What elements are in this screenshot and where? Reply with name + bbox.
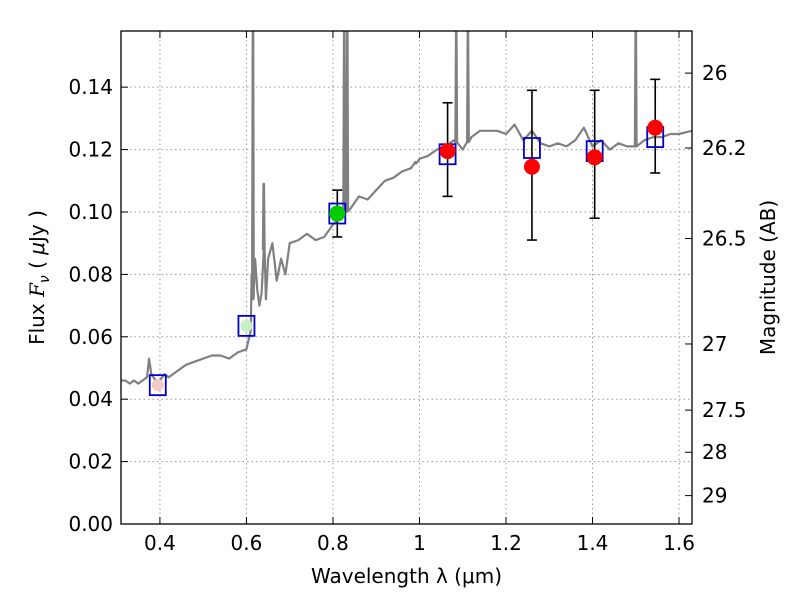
- measured-point: [523, 158, 540, 175]
- x-axis-label: Wavelength λ (μm): [311, 564, 502, 588]
- y2-tick-label: 28: [702, 440, 727, 464]
- axis-ticks: 0.4 0.6 0.8 1 1.2 1.4 1.6 0.00 0.02 0.04 0.06 0.08 0…: [68, 31, 747, 555]
- grid-lines: [121, 31, 692, 524]
- y-axis-label-f: F: [25, 282, 49, 298]
- faint-point: [240, 319, 253, 332]
- y-tick-label: 0.08: [68, 262, 113, 286]
- measured-point: [439, 143, 456, 160]
- measured-point: [586, 149, 603, 166]
- y-tick-label: 0.00: [68, 512, 113, 536]
- measured-point: [329, 205, 346, 222]
- y-tick-label: 0.10: [68, 200, 113, 224]
- x-tick-label: 1.4: [577, 531, 609, 555]
- y-axis-label-unit: Jy ): [25, 210, 49, 244]
- x-tick-label: 1.2: [490, 531, 522, 555]
- y2-tick-label: 26.2: [702, 136, 747, 160]
- model-box: [148, 374, 167, 397]
- y2-tick-label: 29: [702, 484, 727, 508]
- y2-tick-label: 27: [702, 332, 727, 356]
- model-box: [237, 314, 256, 337]
- y2-tick-label: 26: [702, 61, 727, 85]
- measured-point: [647, 119, 664, 136]
- x-tick-label: 0.8: [317, 531, 349, 555]
- y-axis-label-nu: ν: [37, 275, 53, 283]
- template-spectrum: [121, 31, 692, 385]
- model-box: [523, 137, 541, 159]
- y-axis-label-mu: μ: [25, 242, 49, 256]
- x-tick-label: 1: [413, 531, 426, 555]
- y-tick-label: 0.12: [68, 138, 113, 162]
- plot-frame: [120, 30, 693, 525]
- y2-tick-label: 26.5: [702, 226, 747, 250]
- y-axis-label-flux: Flux: [25, 297, 49, 345]
- y-tick-label: 0.14: [68, 75, 113, 99]
- y-tick-label: 0.04: [68, 387, 113, 411]
- y-tick-label: 0.06: [68, 325, 113, 349]
- x-tick-label: 1.6: [663, 531, 695, 555]
- faint-point: [151, 379, 164, 392]
- template-spectrum-line: [121, 31, 692, 385]
- y-axis-label-open: (: [25, 255, 49, 276]
- y2-tick-label: 27.5: [702, 398, 747, 422]
- photometry-points: [148, 78, 665, 397]
- y2-axis-label: Magnitude (AB): [756, 200, 780, 355]
- x-tick-label: 0.4: [144, 531, 176, 555]
- y-axis-label: Flux Fν ( μJy ): [25, 210, 53, 345]
- x-tick-label: 0.6: [231, 531, 263, 555]
- y-tick-label: 0.02: [68, 450, 113, 474]
